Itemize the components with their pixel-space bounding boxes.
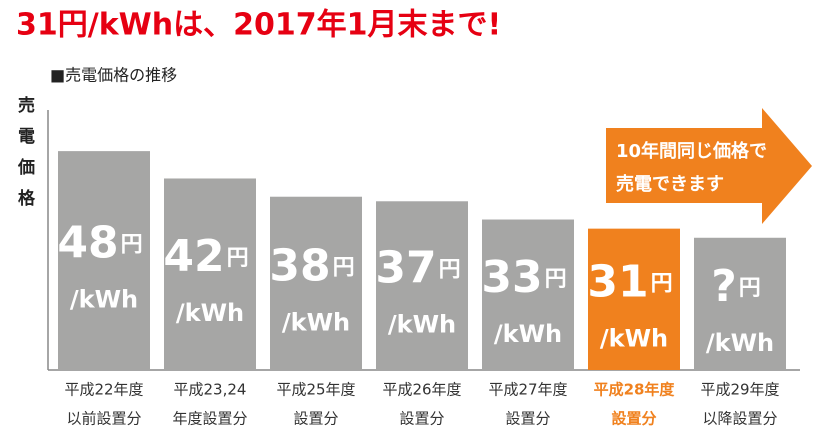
bar	[270, 196, 362, 370]
value-label: 42円	[163, 231, 248, 282]
value-number: 37	[375, 243, 436, 294]
x-tick-label: 以降設置分	[702, 410, 777, 428]
x-tick-label: 平成29年度	[700, 381, 779, 399]
value-per: /kWh	[494, 320, 562, 348]
x-tick-label: 以前設置分	[66, 410, 141, 428]
bar	[58, 151, 150, 370]
x-tick-label: 平成26年度	[382, 381, 461, 399]
chart-title: 31円/kWhは、2017年1月末まで!	[16, 8, 501, 43]
value-per: /kWh	[706, 329, 774, 357]
x-tick-label: 設置分	[293, 410, 338, 428]
annotation-arrow	[606, 108, 812, 224]
x-tick-label: 平成27年度	[488, 381, 567, 399]
bar	[482, 219, 574, 370]
value-number: 38	[269, 240, 330, 291]
y-axis-label: 売電価格	[14, 96, 34, 220]
x-tick-label: 平成28年度	[594, 381, 676, 399]
chart-subtitle: ■売電価格の推移	[50, 66, 177, 85]
x-tick-label: 設置分	[505, 410, 550, 428]
value-unit: 円	[121, 233, 143, 258]
value-unit: 円	[651, 271, 673, 296]
value-unit: 円	[333, 255, 355, 280]
x-tick-label: 設置分	[611, 410, 656, 428]
value-per: /kWh	[388, 311, 456, 339]
value-label: 37円	[375, 243, 460, 294]
annotation-text: 売電できます	[616, 173, 724, 195]
bar	[376, 201, 468, 370]
x-tick-label: 平成23,24	[174, 381, 247, 399]
value-label: 38円	[269, 240, 354, 291]
annotation-text: 10年間同じ価格で	[616, 140, 767, 162]
x-tick-label: 平成22年度	[64, 381, 143, 399]
value-per: /kWh	[600, 324, 668, 352]
x-tick-label: 設置分	[399, 410, 444, 428]
value-label: ?円	[711, 261, 761, 312]
value-unit: 円	[227, 246, 249, 271]
value-unit: 円	[545, 267, 567, 292]
x-tick-label: 平成25年度	[276, 381, 355, 399]
value-unit: 円	[439, 258, 461, 283]
value-number: 33	[481, 252, 542, 303]
value-per: /kWh	[282, 308, 350, 336]
bar	[588, 228, 680, 370]
value-number: ?	[711, 261, 737, 312]
value-label: 31円	[587, 256, 672, 307]
value-number: 48	[57, 218, 118, 269]
bar	[694, 237, 786, 370]
value-number: 42	[163, 231, 224, 282]
value-unit: 円	[739, 276, 761, 301]
x-tick-label: 年度設置分	[172, 410, 247, 428]
bar	[164, 178, 256, 370]
value-per: /kWh	[70, 286, 138, 314]
value-per: /kWh	[176, 299, 244, 327]
value-label: 33円	[481, 252, 566, 303]
value-label: 48円	[57, 218, 142, 269]
value-number: 31	[587, 256, 648, 307]
